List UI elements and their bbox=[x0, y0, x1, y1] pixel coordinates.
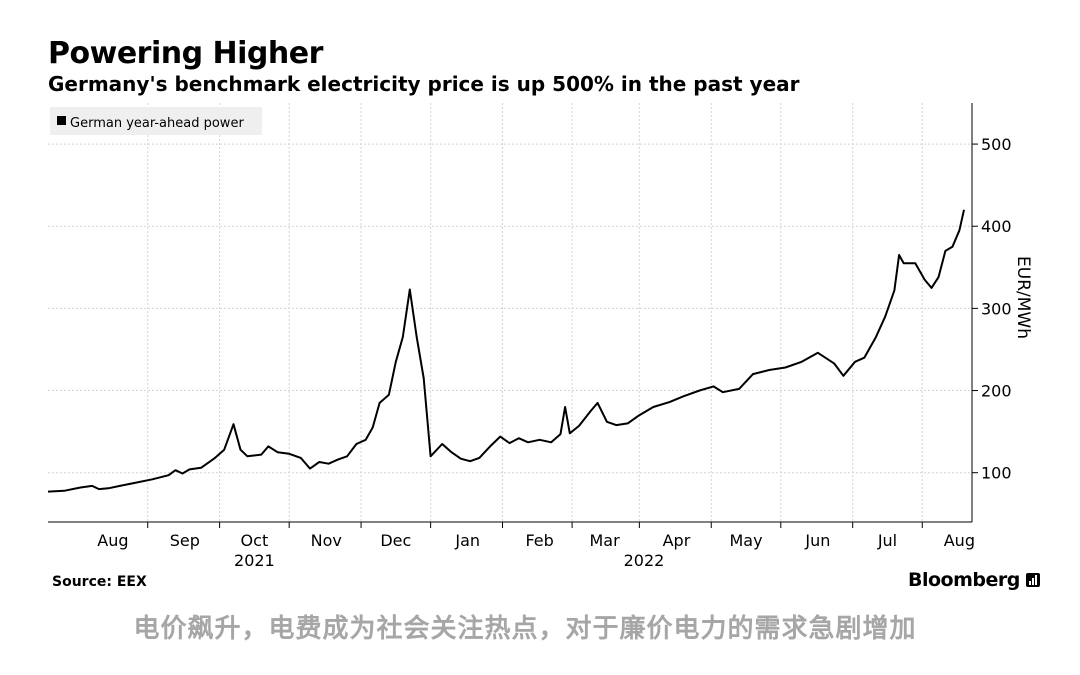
x-tick-label: Aug bbox=[944, 531, 975, 550]
series-line bbox=[47, 209, 965, 493]
legend-swatch bbox=[57, 116, 66, 125]
x-tick-label: Dec bbox=[380, 531, 411, 550]
x-tick-label: May bbox=[729, 531, 762, 550]
x-tick-label: Jul bbox=[877, 531, 897, 550]
x-tick-label: Nov bbox=[311, 531, 342, 550]
y-tick-label: 100 bbox=[981, 464, 1012, 483]
y-tick-label: 300 bbox=[981, 299, 1012, 318]
line-chart: 100 200 300 400 500 Aug Sep Oct Nov Dec Jan Feb Mar A… bbox=[47, 103, 1033, 570]
y-tick-label: 400 bbox=[981, 217, 1012, 236]
y-tick-label: 500 bbox=[981, 135, 1012, 154]
x-tick-label: Sep bbox=[170, 531, 200, 550]
chart-subtitle: Germany's benchmark electricity price is… bbox=[48, 72, 800, 96]
grid bbox=[48, 103, 972, 522]
x-tick-label: Apr bbox=[663, 531, 691, 550]
x-tick-label: Aug bbox=[97, 531, 128, 550]
legend-label: German year-ahead power bbox=[70, 116, 244, 131]
y-tick-label: 200 bbox=[981, 382, 1012, 401]
series-layer bbox=[47, 209, 965, 493]
axes: 100 200 300 400 500 Aug Sep Oct Nov Dec Jan Feb Mar A… bbox=[48, 103, 1033, 570]
legend-box bbox=[50, 107, 262, 135]
x-tick-label: Feb bbox=[525, 531, 553, 550]
plot-area bbox=[48, 103, 972, 522]
x-year-label: 2021 bbox=[234, 551, 275, 570]
legend: German year-ahead power bbox=[50, 107, 262, 135]
x-tick-label: Jun bbox=[804, 531, 830, 550]
x-tick-label: Mar bbox=[589, 531, 620, 550]
caption: 电价飙升，电费成为社会关注热点，对于廉价电力的需求急剧增加 bbox=[133, 614, 917, 644]
brand-name: Bloomberg bbox=[908, 569, 1020, 591]
source-note: Source: EEX bbox=[52, 574, 147, 590]
x-tick-label: Oct bbox=[241, 531, 269, 550]
bloomberg-terminal-icon bbox=[1025, 573, 1040, 587]
brand-logo: Bloomberg bbox=[908, 569, 1040, 591]
x-year-label: 2022 bbox=[624, 551, 665, 570]
chart-title: Powering Higher bbox=[48, 36, 323, 71]
x-tick-label: Jan bbox=[454, 531, 480, 550]
y-axis-title: EUR/MWh bbox=[1013, 256, 1033, 339]
